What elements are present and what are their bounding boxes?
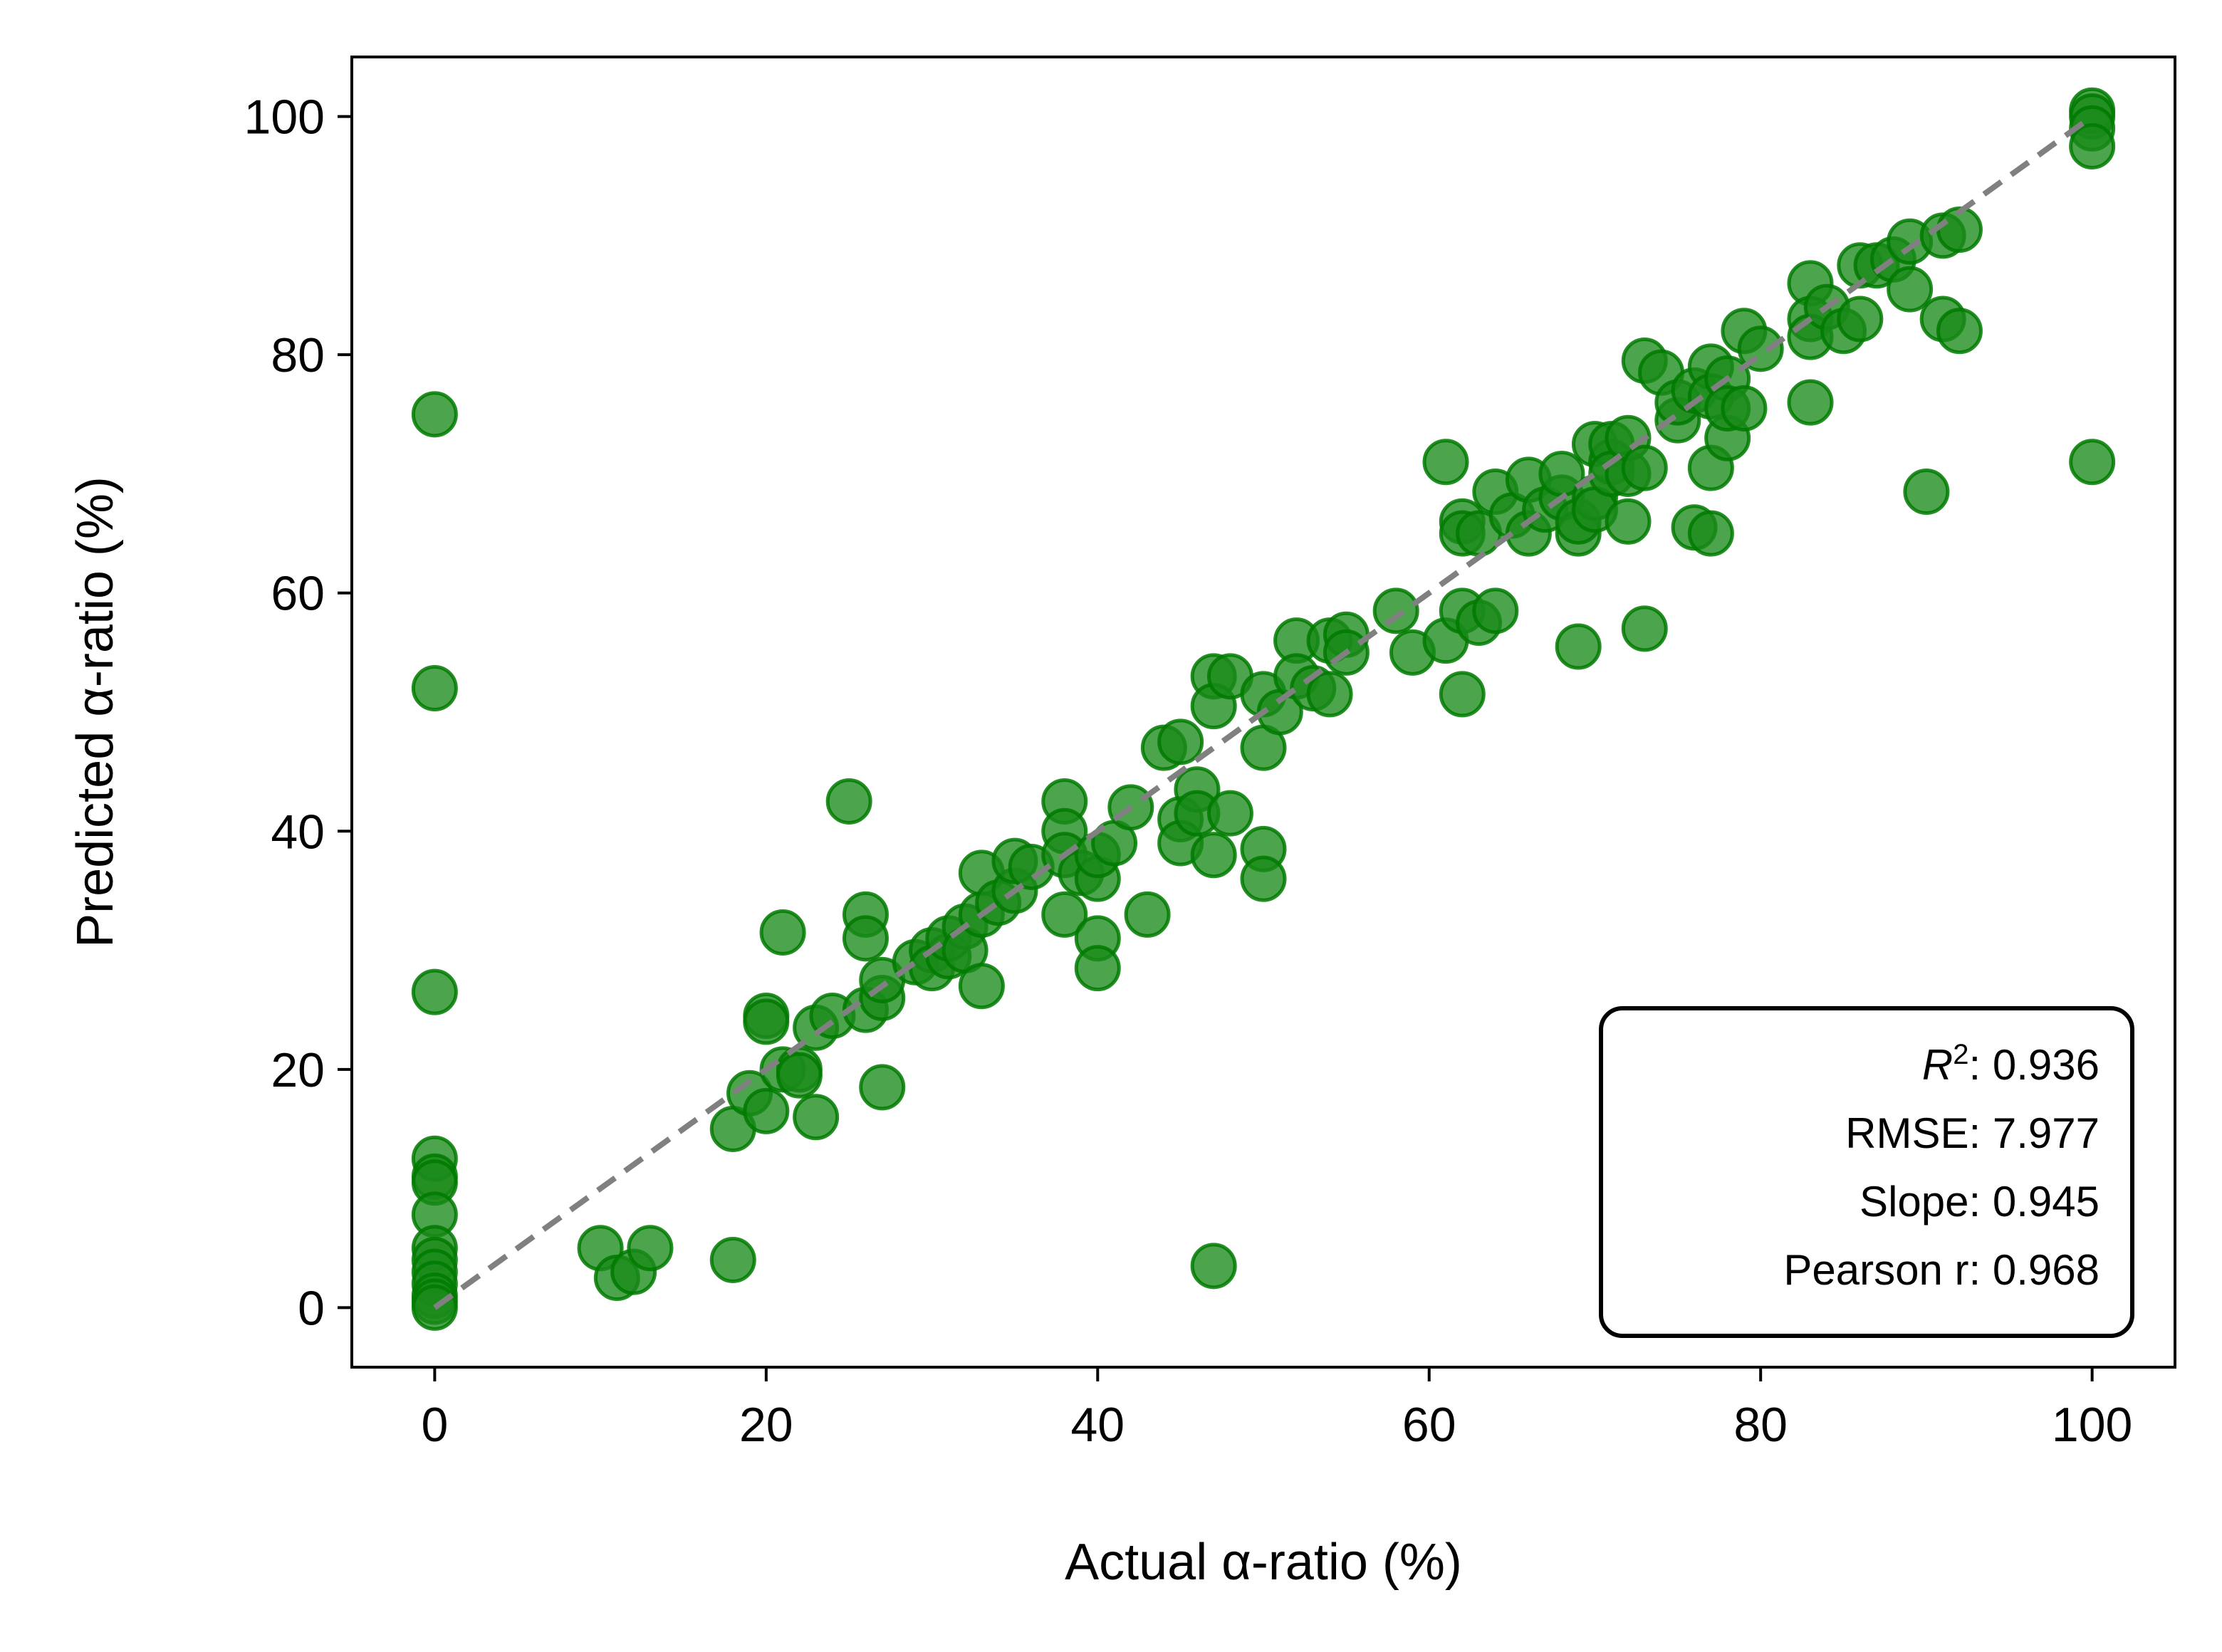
slope-stat: Slope: 0.945 bbox=[1860, 1178, 2100, 1225]
data-point bbox=[1240, 855, 1287, 902]
data-point bbox=[1124, 891, 1171, 938]
data-point bbox=[411, 968, 458, 1015]
data-point bbox=[1787, 379, 1834, 426]
y-axis: 0 20 40 60 80 100 bbox=[244, 90, 352, 1335]
y-tick-label: 100 bbox=[244, 90, 325, 145]
x-tick-label: 40 bbox=[1070, 1398, 1125, 1452]
data-point bbox=[743, 1087, 790, 1134]
r2-symbol: R bbox=[1922, 1041, 1953, 1089]
data-point bbox=[1439, 671, 1486, 718]
data-point bbox=[709, 1236, 756, 1283]
data-point bbox=[1306, 671, 1353, 718]
data-point bbox=[1837, 296, 1884, 343]
r2-value: : 0.936 bbox=[1969, 1041, 2100, 1089]
x-tick-label: 100 bbox=[2052, 1398, 2132, 1452]
data-point bbox=[958, 963, 1005, 1010]
x-tick-label: 60 bbox=[1402, 1398, 1456, 1452]
data-point bbox=[1621, 605, 1668, 652]
y-tick-label: 20 bbox=[271, 1043, 325, 1097]
data-point bbox=[842, 915, 889, 962]
y-tick-label: 80 bbox=[271, 328, 325, 382]
y-tick-label: 40 bbox=[271, 805, 325, 859]
data-point bbox=[1372, 587, 1419, 634]
stats-box-frame bbox=[1599, 1006, 2134, 1338]
y-tick-label: 60 bbox=[271, 567, 325, 621]
data-point bbox=[627, 1225, 674, 1272]
x-tick-label: 80 bbox=[1733, 1398, 1788, 1452]
data-point bbox=[411, 391, 458, 438]
data-point bbox=[1041, 891, 1088, 938]
pearson-stat: Pearson r: 0.968 bbox=[1783, 1246, 2100, 1294]
x-axis: 0 20 40 60 80 100 bbox=[421, 1367, 2132, 1452]
y-axis-title: Predicted α-ratio (%) bbox=[67, 476, 124, 948]
data-point bbox=[859, 1064, 906, 1111]
x-tick-label: 20 bbox=[739, 1398, 793, 1452]
data-point bbox=[759, 909, 806, 956]
data-point bbox=[1903, 469, 1950, 516]
data-point bbox=[2069, 439, 2116, 486]
data-point bbox=[776, 1052, 823, 1099]
data-point bbox=[2069, 122, 2116, 169]
data-point bbox=[1190, 832, 1237, 879]
data-point bbox=[1157, 718, 1204, 765]
plot-frame bbox=[350, 56, 2176, 1369]
data-point bbox=[1555, 623, 1602, 670]
r2-superscript: 2 bbox=[1953, 1039, 1968, 1070]
data-point bbox=[743, 998, 790, 1045]
data-point bbox=[1621, 444, 1668, 491]
data-point bbox=[1190, 1243, 1237, 1290]
data-point bbox=[825, 778, 872, 825]
stats-box: R2: 0.936 RMSE: 7.977 Slope: 0.945 Pears… bbox=[1599, 1006, 2134, 1338]
data-point bbox=[793, 1094, 840, 1141]
reference-line bbox=[433, 114, 2094, 1310]
data-point bbox=[1472, 587, 1519, 634]
data-point bbox=[1721, 385, 1768, 432]
data-point bbox=[1936, 308, 1983, 355]
data-point bbox=[411, 665, 458, 712]
data-point bbox=[1422, 439, 1469, 486]
x-axis-title: Actual α-ratio (%) bbox=[1065, 1534, 1462, 1591]
data-point bbox=[1605, 498, 1652, 545]
rmse-stat: RMSE: 7.977 bbox=[1845, 1109, 2100, 1157]
data-points bbox=[411, 87, 2116, 1331]
data-point bbox=[1687, 510, 1734, 557]
y-tick-label: 0 bbox=[298, 1281, 325, 1335]
r2-stat: R2: 0.936 bbox=[1922, 1039, 2100, 1089]
data-point bbox=[1887, 266, 1934, 313]
data-point bbox=[1074, 945, 1121, 992]
x-tick-label: 0 bbox=[421, 1398, 448, 1452]
data-point bbox=[1206, 790, 1253, 837]
